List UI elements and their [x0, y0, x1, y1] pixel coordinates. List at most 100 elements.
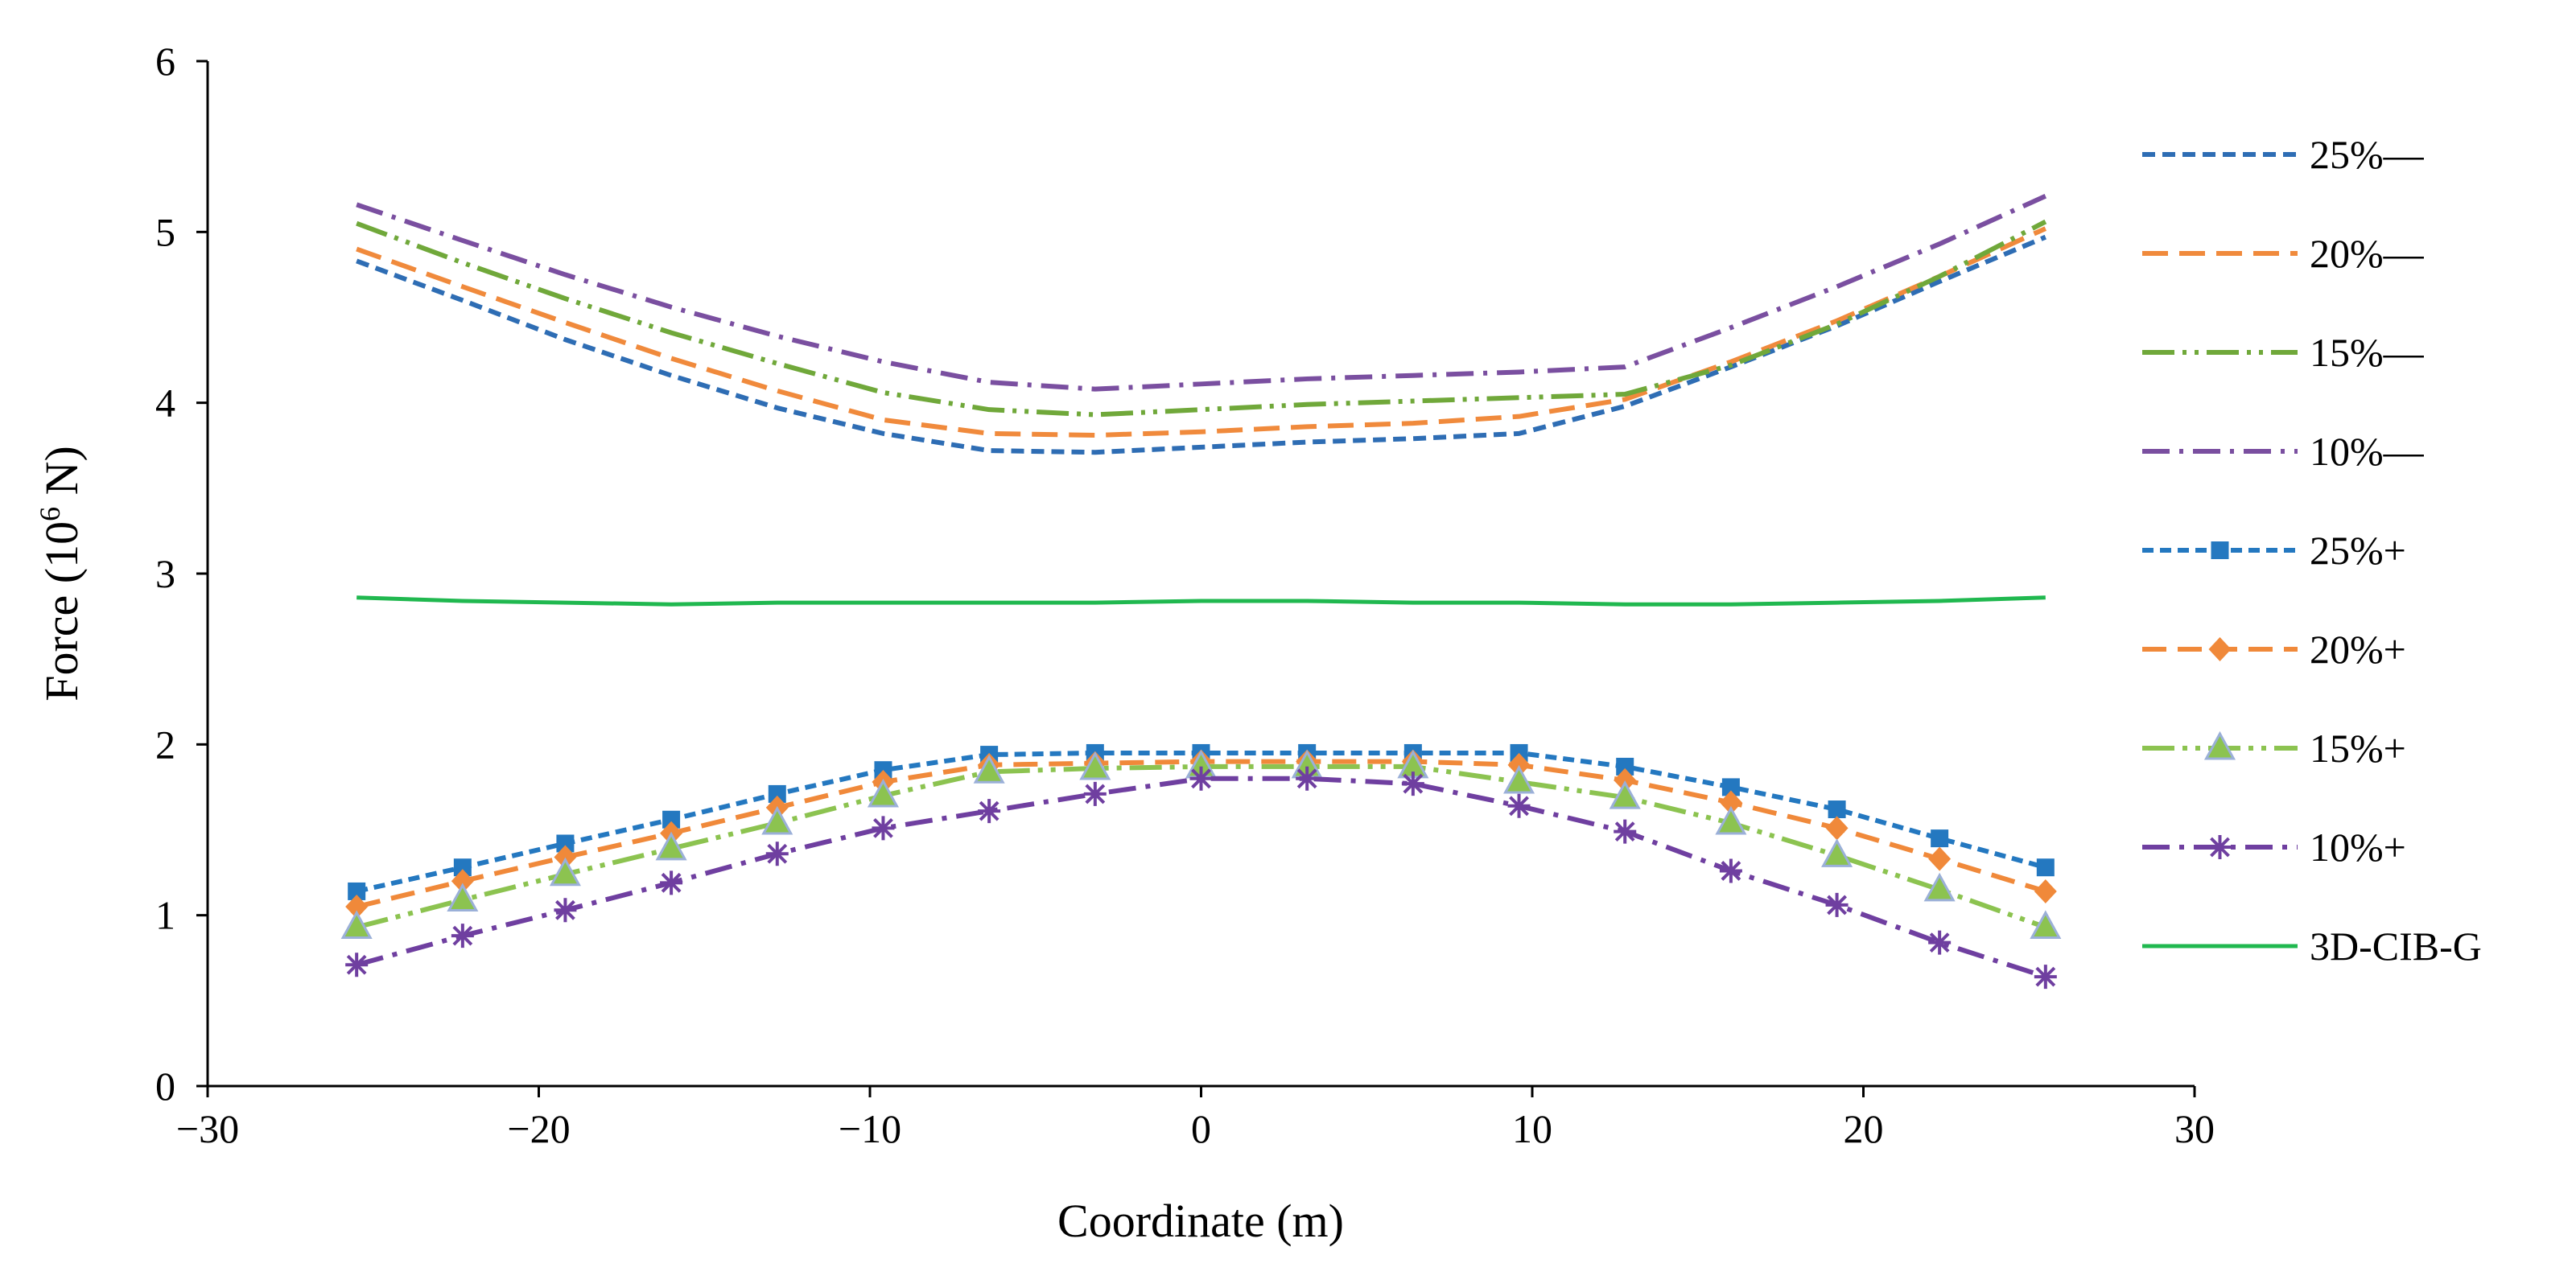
legend-item-20pct-plus: 20%+	[2142, 627, 2406, 672]
data-point	[1825, 892, 1849, 917]
ticks: −30 −20 −10 0 10 20 30 0 1 2 3 4 5 6	[155, 39, 2215, 1151]
x-tick-label: −30	[176, 1106, 239, 1151]
data-point	[1719, 790, 1742, 815]
data-point	[2030, 910, 2062, 940]
data-point	[1614, 767, 1637, 792]
legend-marker	[2211, 541, 2229, 559]
data-point	[1189, 766, 1213, 791]
data-point	[1928, 846, 1952, 871]
y-axis-title-exponent: 6	[34, 507, 66, 521]
series-line	[356, 226, 2047, 438]
legend-marker	[2208, 637, 2232, 661]
data-point	[1616, 757, 1634, 776]
series-line	[356, 194, 2047, 392]
data-point	[1507, 752, 1531, 777]
series-3d-cib-g	[357, 595, 2046, 607]
data-point	[348, 882, 366, 900]
data-point	[867, 778, 899, 808]
data-point	[451, 869, 474, 894]
legend-marker	[2203, 730, 2236, 760]
data-point	[1503, 764, 1535, 794]
x-tick-label: 10	[1512, 1106, 1552, 1151]
data-point	[660, 870, 683, 895]
data-point	[1083, 781, 1107, 806]
data-point	[1401, 772, 1424, 796]
legend-item-10pct-plus: 10%+	[2142, 825, 2406, 870]
y-tick-label: 4	[155, 381, 175, 426]
y-tick-label: 2	[155, 722, 175, 767]
series-line	[356, 219, 2047, 418]
data-point	[1719, 858, 1742, 883]
y-axis-title: Force (106 N)	[34, 446, 88, 702]
series-10pct-minus	[356, 194, 2047, 392]
data-point	[1931, 829, 1949, 848]
data-point	[1821, 838, 1853, 867]
data-point	[1079, 751, 1111, 780]
legend-label: 10%—	[2310, 429, 2425, 474]
data-point	[973, 755, 1005, 784]
y-axis-title-unit: N)	[35, 446, 88, 507]
x-tick-label: −20	[507, 1106, 570, 1151]
data-point	[768, 784, 786, 803]
legend-item-15pct-minus: 15%—	[2142, 330, 2425, 375]
data-point	[761, 805, 793, 835]
x-tick-label: −10	[839, 1106, 901, 1151]
legend-label: 20%+	[2310, 627, 2406, 672]
series-25pct-minus	[356, 234, 2046, 455]
legend-item-20pct-minus: 20%—	[2142, 231, 2425, 276]
legend-item-10pct-minus: 10%—	[2142, 429, 2425, 474]
series-10pct-plus	[345, 766, 2057, 990]
data-point	[451, 924, 474, 949]
data-point	[2036, 858, 2055, 877]
legend-label: 15%+	[2310, 726, 2406, 771]
legend-label: 10%+	[2310, 825, 2406, 870]
series-15pct-minus	[356, 219, 2047, 418]
series-20pct-minus	[356, 226, 2047, 438]
data-point	[1507, 793, 1531, 818]
data-point	[453, 858, 472, 877]
data-point	[765, 842, 789, 866]
data-point	[447, 883, 479, 912]
data-point	[1928, 930, 1952, 955]
data-point	[1715, 805, 1747, 835]
data-point	[662, 810, 681, 829]
data-point	[2034, 879, 2057, 903]
data-point	[655, 831, 687, 861]
y-tick-label: 0	[155, 1064, 175, 1109]
legend-item-25pct-minus: 25%—	[2142, 132, 2425, 177]
data-point	[2034, 965, 2057, 990]
series-line	[357, 595, 2046, 607]
series-line	[356, 776, 2046, 979]
data-point	[978, 799, 1001, 824]
data-point	[554, 845, 577, 870]
legend-label: 25%—	[2310, 132, 2425, 177]
legend: 25%— 20%— 15%— 10%— 25%+ 20%+ 15%+ 10%+ 3D-CIB-G	[2142, 132, 2482, 969]
y-tick-label: 6	[155, 39, 175, 84]
data-point	[1609, 780, 1641, 809]
y-tick-label: 3	[155, 551, 175, 596]
x-axis-title: Coordinate (m)	[1057, 1195, 1344, 1247]
x-tick-label: 20	[1844, 1106, 1884, 1151]
x-tick-label: 0	[1191, 1106, 1211, 1151]
x-tick-label: 30	[2174, 1106, 2215, 1151]
y-tick-label: 1	[155, 893, 175, 938]
data-point	[554, 898, 577, 923]
legend-label: 20%—	[2310, 231, 2425, 276]
axes	[206, 61, 2195, 1088]
legend-item-3d-cib-g: 3D-CIB-G	[2142, 924, 2482, 969]
data-point	[1825, 816, 1849, 841]
legend-label: 25%+	[2310, 528, 2406, 573]
legend-item-25pct-plus: 25%+	[2142, 528, 2406, 573]
legend-label: 15%—	[2310, 330, 2425, 375]
data-point	[340, 910, 373, 940]
series-line	[356, 234, 2046, 455]
data-point	[872, 816, 895, 841]
data-point	[549, 857, 581, 887]
legend-marker	[2208, 835, 2232, 859]
series-layer	[340, 194, 2062, 990]
legend-item-15pct-plus: 15%+	[2142, 726, 2406, 771]
data-point	[1296, 766, 1319, 791]
data-point	[345, 895, 369, 920]
y-tick-label: 5	[155, 209, 175, 254]
